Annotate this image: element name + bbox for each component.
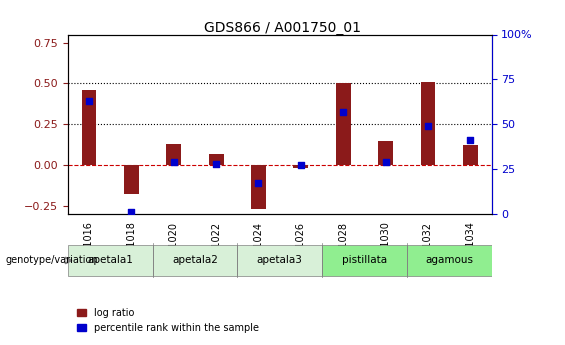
Point <box>424 123 433 129</box>
Bar <box>251 165 266 209</box>
Legend: log ratio, percentile rank within the sample: log ratio, percentile rank within the sa… <box>73 304 263 337</box>
Bar <box>293 165 308 168</box>
FancyBboxPatch shape <box>407 245 492 276</box>
FancyBboxPatch shape <box>153 245 237 276</box>
FancyBboxPatch shape <box>237 245 322 276</box>
Text: genotype/variation: genotype/variation <box>6 256 98 265</box>
Text: agamous: agamous <box>425 256 473 265</box>
FancyBboxPatch shape <box>322 245 407 276</box>
Point <box>85 98 94 104</box>
Point <box>339 109 348 115</box>
Text: apetala1: apetala1 <box>87 256 133 265</box>
Point <box>296 163 305 168</box>
FancyBboxPatch shape <box>68 245 153 276</box>
Bar <box>463 145 478 165</box>
Bar <box>166 144 181 165</box>
Text: apetala3: apetala3 <box>257 256 303 265</box>
Text: GDS866 / A001750_01: GDS866 / A001750_01 <box>204 21 361 35</box>
Bar <box>378 140 393 165</box>
Bar <box>420 82 436 165</box>
Bar <box>208 154 224 165</box>
Bar <box>81 90 97 165</box>
Point <box>211 161 220 166</box>
Text: pistillata: pistillata <box>342 256 387 265</box>
Bar <box>124 165 139 194</box>
Point <box>254 181 263 186</box>
Bar <box>336 83 351 165</box>
Point <box>127 209 136 215</box>
Point <box>381 159 390 165</box>
Point <box>170 159 179 165</box>
Point <box>466 138 475 143</box>
Text: apetala2: apetala2 <box>172 256 218 265</box>
